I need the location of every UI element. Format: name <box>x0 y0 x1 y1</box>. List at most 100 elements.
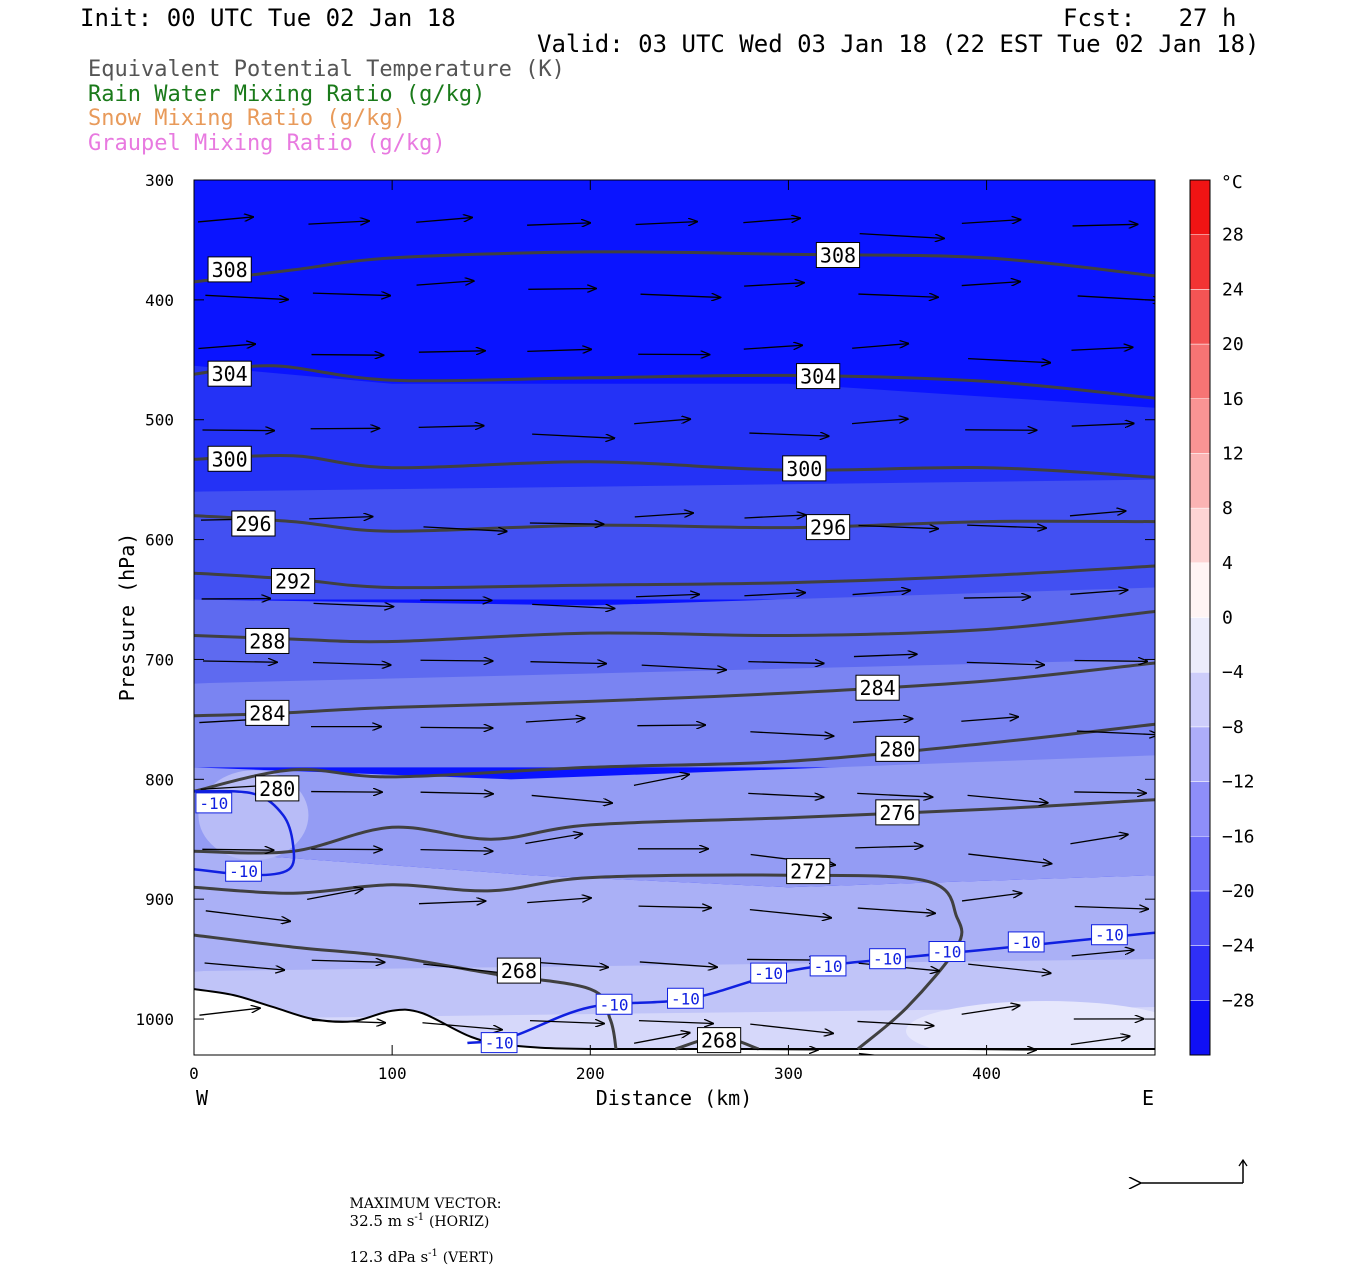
max-vector-horiz: 32.5 m s-1 (HORIZ) <box>350 1212 490 1230</box>
theta-e-label: 284 <box>246 700 289 725</box>
svg-text:304: 304 <box>800 365 836 389</box>
colorbar-label: 28 <box>1222 225 1244 246</box>
wind-vector <box>1075 660 1148 661</box>
y-tick-label: 300 <box>145 171 174 190</box>
svg-text:292: 292 <box>275 570 311 594</box>
x-tick-label: 100 <box>378 1064 407 1083</box>
colorbar-swatch <box>1190 1000 1210 1055</box>
y-tick-label: 600 <box>145 531 174 550</box>
colorbar-label: 24 <box>1222 279 1244 300</box>
colorbar-unit: °C <box>1221 172 1243 193</box>
colorbar-swatch <box>1190 344 1210 399</box>
x-tick-label: 400 <box>972 1064 1001 1083</box>
colorbar-label: 20 <box>1222 334 1244 355</box>
colorbar-label: −24 <box>1222 936 1255 957</box>
y-axis-label: Pressure (hPa) <box>115 533 139 702</box>
wind-vector <box>311 355 383 356</box>
theta-e-label: 268 <box>497 958 540 983</box>
colorbar-swatch <box>1190 946 1210 1001</box>
svg-text:300: 300 <box>786 457 822 481</box>
svg-text:-10: -10 <box>199 794 228 813</box>
colorbar-swatch <box>1190 563 1210 618</box>
reference-vector-icon <box>1140 1160 1247 1183</box>
max-vector-vert: 12.3 dPa s-1 (VERT) <box>350 1248 494 1266</box>
y-tick-label: 400 <box>145 291 174 310</box>
wind-vector <box>202 849 273 850</box>
x-tick-label: 200 <box>576 1064 605 1083</box>
svg-text:-10: -10 <box>814 957 843 976</box>
theta-e-label: 280 <box>876 736 919 761</box>
temperature-contour-label: -10 <box>1092 925 1128 945</box>
temperature-contour-label: -10 <box>751 963 787 983</box>
theta-e-label: 296 <box>806 515 849 540</box>
colorbar-swatch <box>1190 672 1210 727</box>
colorbar-label: −20 <box>1222 881 1255 902</box>
colorbar-label: 16 <box>1222 389 1244 410</box>
theta-e-label: 272 <box>787 859 830 884</box>
wind-vector <box>637 725 705 726</box>
wind-vector <box>311 792 382 793</box>
wind-vector <box>202 430 274 431</box>
x-tick-label: 0 <box>189 1064 199 1083</box>
theta-e-label: 280 <box>256 776 299 801</box>
max-vector-label: MAXIMUM VECTOR: <box>350 1196 502 1212</box>
x-axis-east-label: E <box>1142 1086 1154 1110</box>
colorbar-swatch <box>1190 836 1210 891</box>
x-tick-label: 300 <box>774 1064 803 1083</box>
svg-text:284: 284 <box>860 676 896 700</box>
wind-vector <box>528 289 596 290</box>
wind-vector <box>965 1049 1036 1050</box>
wind-vector <box>747 1049 818 1050</box>
svg-text:296: 296 <box>810 516 846 540</box>
temperature-fill-band <box>194 480 1155 600</box>
svg-text:-10: -10 <box>671 989 700 1008</box>
colorbar-label: −16 <box>1222 826 1255 847</box>
temperature-contour-label: -10 <box>226 861 262 881</box>
colorbar-label: −12 <box>1222 772 1255 793</box>
y-tick-label: 1000 <box>135 1010 174 1029</box>
svg-text:-10: -10 <box>229 862 258 881</box>
colorbar-swatch <box>1190 289 1210 344</box>
wind-vector <box>421 660 493 661</box>
colorbar-label: −28 <box>1222 990 1255 1011</box>
svg-text:308: 308 <box>820 244 856 268</box>
svg-text:304: 304 <box>212 362 248 386</box>
svg-text:272: 272 <box>790 860 826 884</box>
temperature-contour-label: -10 <box>810 956 846 976</box>
x-axis-label: Distance (km) <box>596 1086 753 1110</box>
svg-text:-10: -10 <box>1095 926 1124 945</box>
theta-e-label: 300 <box>208 446 251 471</box>
colorbar-label: 0 <box>1222 608 1233 629</box>
temperature-contour-label: -10 <box>596 994 632 1014</box>
theta-e-label: 276 <box>876 800 919 825</box>
colorbar-swatch <box>1190 782 1210 837</box>
svg-text:268: 268 <box>701 1029 737 1053</box>
colorbar-label: 12 <box>1222 443 1244 464</box>
temperature-contour-label: -10 <box>1008 932 1044 952</box>
colorbar-swatch <box>1190 891 1210 946</box>
svg-text:288: 288 <box>249 629 285 653</box>
colorbar-label: −4 <box>1222 662 1244 683</box>
colorbar-swatch <box>1190 180 1210 235</box>
max-vector-footer: MAXIMUM VECTOR: 32.5 m s-1 (HORIZ) 12.3 … <box>340 1176 508 1266</box>
colorbar-swatch <box>1190 453 1210 508</box>
y-tick-label: 800 <box>145 770 174 789</box>
x-axis-west-label: W <box>196 1086 209 1110</box>
svg-text:300: 300 <box>212 447 248 471</box>
y-tick-label: 500 <box>145 411 174 430</box>
svg-text:-10: -10 <box>1012 933 1041 952</box>
svg-text:296: 296 <box>235 512 271 536</box>
svg-text:268: 268 <box>501 959 537 983</box>
colorbar-swatch <box>1190 235 1210 290</box>
colorbar-label: 4 <box>1222 553 1233 574</box>
theta-e-label: 288 <box>246 628 289 653</box>
svg-text:-10: -10 <box>754 964 783 983</box>
y-tick-label: 900 <box>145 890 174 909</box>
temperature-contour-label: -10 <box>668 988 704 1008</box>
theta-e-label: 308 <box>208 257 251 282</box>
theta-e-label: 268 <box>697 1028 740 1053</box>
colorbar-swatch <box>1190 399 1210 454</box>
svg-text:308: 308 <box>212 258 248 282</box>
temperature-contour-label: -10 <box>481 1033 517 1053</box>
theta-e-label: 304 <box>797 364 840 389</box>
